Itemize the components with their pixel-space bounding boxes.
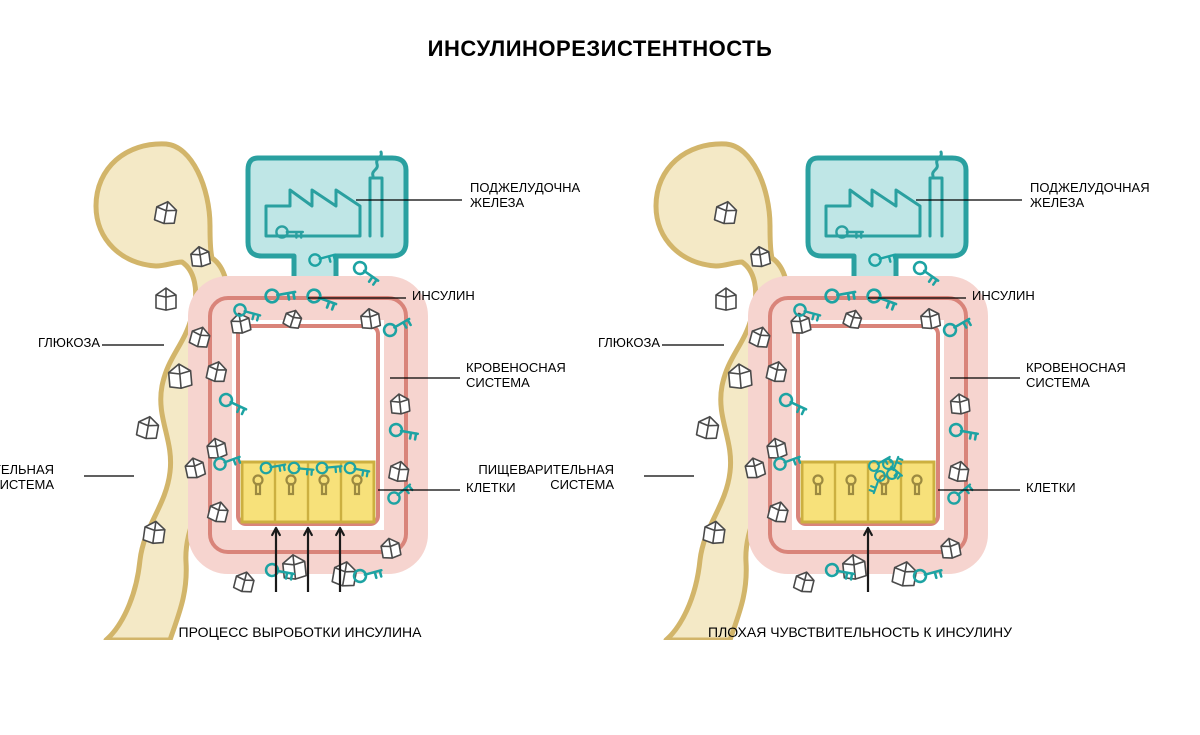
panel-caption: ПЛОХАЯ ЧУВСТВИТЕЛЬНОСТЬ К ИНСУЛИНУ (620, 624, 1100, 640)
label-glucose: ГЛЮКОЗА (38, 335, 100, 350)
label-blood: КРОВЕНОСНАЯ СИСТЕМА (1026, 360, 1126, 390)
cells (802, 462, 934, 522)
panel-resistance (620, 140, 1140, 640)
label-insulin: ИНСУЛИН (412, 288, 475, 303)
pancreas (248, 152, 406, 296)
diagram-title: ИНСУЛИНОРЕЗИСТЕНТНОСТЬ (0, 36, 1200, 62)
label-glucose: ГЛЮКОЗА (598, 335, 660, 350)
label-digestive: ПИЩЕВАРИТЕЛЬНАЯ СИСТЕМА (0, 462, 54, 492)
label-insulin: ИНСУЛИН (972, 288, 1035, 303)
label-pancreas: ПОДЖЕЛУДОЧНА ЖЕЛЕЗА (470, 180, 580, 210)
label-blood: КРОВЕНОСНАЯ СИСТЕМА (466, 360, 566, 390)
label-pancreas: ПОДЖЕЛУДОЧНАЯ ЖЕЛЕЗА (1030, 180, 1150, 210)
label-cells: КЛЕТКИ (1026, 480, 1076, 495)
label-digestive: ПИЩЕВАРИТЕЛЬНАЯ СИСТЕМА (478, 462, 614, 492)
panel-normal (60, 140, 580, 640)
panel-caption: ПРОЦЕСС ВЫРОБОТКИ ИНСУЛИНА (60, 624, 540, 640)
pancreas (808, 152, 966, 296)
